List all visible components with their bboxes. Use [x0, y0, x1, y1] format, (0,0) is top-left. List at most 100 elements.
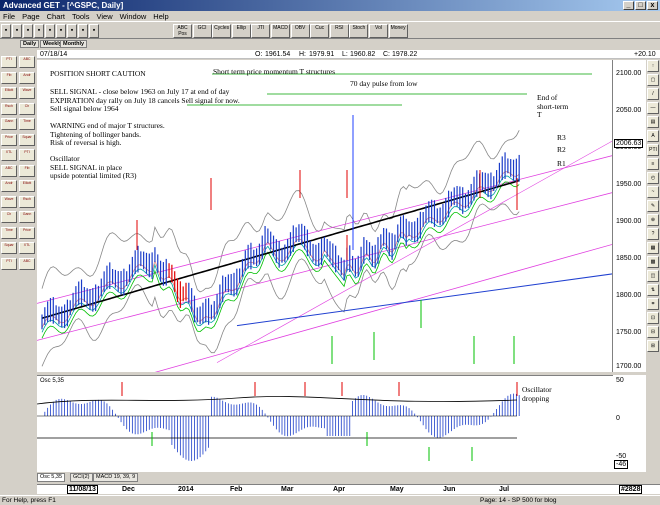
minimize-button[interactable]: _ [623, 1, 634, 10]
toolbar-icon-1[interactable]: ▪ [12, 24, 22, 38]
left-tool-button[interactable]: Andr [1, 180, 17, 192]
menu-chart[interactable]: Chart [46, 11, 65, 21]
right-tool-button[interactable]: ⊟ [647, 326, 659, 338]
left-tool-button[interactable]: Elliott [1, 87, 17, 99]
tab-monthly[interactable]: Monthly [60, 40, 88, 48]
right-tool-button[interactable]: ▤ [647, 116, 659, 128]
toolbar-button-8[interactable]: RSI [329, 24, 349, 38]
right-tool-button[interactable]: ~ [647, 186, 659, 198]
left-tool-button[interactable]: Wave [1, 195, 17, 208]
tab-daily[interactable]: Daily [20, 40, 40, 48]
right-tool-button[interactable]: ⊕ [647, 214, 659, 226]
left-tool-button[interactable]: Squar [19, 133, 35, 146]
toolbar-icon-2[interactable]: ▪ [23, 24, 33, 38]
date-label: 2014 [178, 486, 194, 493]
tab-osc[interactable]: Osc 5,35 [37, 473, 66, 482]
toolbar-button-10[interactable]: Vol [369, 24, 388, 38]
right-tool-button[interactable]: ▩ [647, 256, 659, 268]
toolbar-button-4[interactable]: JTI [251, 24, 271, 38]
left-tool-button[interactable]: Rsch [19, 195, 35, 208]
toolbar-icon-3[interactable]: ▪ [34, 24, 44, 38]
toolbar-icon-8[interactable]: ▪ [89, 24, 99, 38]
left-tool-button[interactable]: PTI [1, 257, 17, 270]
left-tool-button[interactable]: Squar [1, 242, 17, 254]
left-tool-button[interactable]: Ch [19, 102, 35, 115]
right-toolbox: ↑ ▢ / — ▤ A PTI ≡ ◴ ~ ✎ ⊕? ▦ ▩ ◫ ⇅ ⌗ ⊡ ⊟ ⊞ [646, 60, 660, 460]
right-tool-button[interactable]: — [647, 102, 659, 114]
toolbar-icon-0[interactable]: ▪ [1, 24, 11, 38]
left-tool-button[interactable]: Gann [19, 211, 35, 223]
moving-average-green [41, 181, 520, 339]
right-tool-button[interactable]: ◴ [647, 172, 659, 184]
right-tool-button[interactable]: ≡ [647, 158, 659, 170]
toolbar-icon-5[interactable]: ▪ [56, 24, 66, 38]
left-tool-button[interactable]: Time [1, 226, 17, 239]
menu-tools[interactable]: Tools [71, 11, 90, 21]
left-tool-button[interactable]: Gann [1, 118, 17, 130]
oscillator-chart[interactable]: Osc 5,35 Oscillator dropping [37, 375, 613, 472]
tool-glyph-icon: ▪ [48, 27, 52, 34]
r2-label: R2 [557, 145, 566, 154]
tab-gci[interactable]: GCI(2) [70, 473, 93, 482]
menu-file[interactable]: File [3, 11, 16, 21]
left-tool-button[interactable]: XTL [19, 242, 35, 254]
left-tool-button[interactable]: Time [19, 118, 35, 130]
long-trend-line [236, 273, 612, 327]
toolbar-button-9[interactable]: Stoch [349, 24, 369, 38]
right-tool-button[interactable]: ⌗ [647, 298, 659, 310]
warning-line-3: Risk of reversal is high. [50, 138, 122, 147]
left-tool-button[interactable]: ABC [19, 257, 35, 270]
left-tool-button[interactable]: Ch [1, 211, 17, 223]
left-tool-button[interactable]: Andr [19, 71, 35, 84]
toolbar-button-11[interactable]: Money [388, 24, 408, 38]
tool-glyph-icon: ▪ [70, 27, 74, 34]
date-axis: 11/08/13 Dec 2014 Feb Mar Apr May Jun Ju… [37, 484, 660, 494]
toolbar-button-7[interactable]: Cuc [310, 24, 330, 38]
menu-help[interactable]: Help [153, 11, 169, 21]
toolbar-button-3[interactable]: Ellip [231, 24, 251, 38]
toolbar-button-0[interactable]: ABC Pos [173, 24, 192, 38]
left-tool-button[interactable]: Rsch [1, 102, 17, 115]
left-tool-button[interactable]: Fib [19, 164, 35, 177]
right-tool-button[interactable]: ↑ [647, 60, 659, 72]
price-info-bar: 07/18/14 O: 1961.54 H: 1979.91 L: 1960.8… [37, 50, 660, 59]
toolbar-icon-4[interactable]: ▪ [45, 24, 55, 38]
toolbar-button-1[interactable]: GCI [192, 24, 212, 38]
right-tool-button[interactable]: ✎ [647, 200, 659, 212]
right-tool-button[interactable]: / [647, 88, 659, 100]
left-tool-button[interactable]: PTI [1, 56, 17, 68]
menu-window[interactable]: Window [119, 11, 147, 21]
close-button[interactable]: x [647, 1, 658, 10]
left-tool-button[interactable]: PTI [19, 149, 35, 161]
toolbar-icon-7[interactable]: ▪ [78, 24, 88, 38]
menu-view[interactable]: View [96, 11, 113, 21]
toolbar-button-5[interactable]: MACD [271, 24, 290, 38]
right-tool-button[interactable]: ⊞ [647, 340, 659, 352]
right-tool-button[interactable]: A [647, 130, 659, 142]
left-tool-button[interactable]: Price [1, 133, 17, 146]
date-label: Apr [333, 486, 346, 493]
left-tool-button[interactable]: Fib [1, 71, 17, 84]
right-tool-button[interactable]: ? [647, 228, 659, 240]
toolbar-icon-6[interactable]: ▪ [67, 24, 77, 38]
osc-label: Osc 5,35 [40, 378, 65, 384]
price-chart[interactable]: POSITION SHORT CAUTION Short term price … [37, 60, 613, 372]
right-tool-button[interactable]: ▢ [647, 74, 659, 86]
left-tool-button[interactable]: XTL [1, 149, 17, 161]
left-tool-button[interactable]: ABC [1, 164, 17, 177]
right-tool-button[interactable]: ⊡ [647, 312, 659, 324]
toolbar-button-6[interactable]: OBV [290, 24, 310, 38]
right-tool-button[interactable]: ◫ [647, 270, 659, 282]
menu-page[interactable]: Page [22, 11, 40, 21]
tab-macd[interactable]: MACD 19, 39, 9 [93, 473, 139, 482]
toolbar-button-2[interactable]: Cycles [212, 24, 232, 38]
right-tool-button[interactable]: ▦ [647, 242, 659, 254]
right-tool-button[interactable]: PTI [647, 144, 659, 156]
maximize-button[interactable]: □ [635, 1, 646, 10]
left-tool-button[interactable]: Price [19, 226, 35, 239]
left-tool-button[interactable]: ABC [19, 56, 35, 68]
left-tool-button[interactable]: Wave [19, 87, 35, 99]
lower-bollinger-line [41, 203, 520, 367]
right-tool-button[interactable]: ⇅ [647, 284, 659, 296]
left-tool-button[interactable]: Elliott [19, 180, 35, 192]
